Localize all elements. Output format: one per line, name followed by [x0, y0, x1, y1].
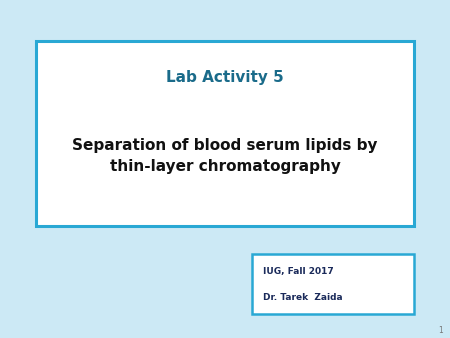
FancyBboxPatch shape — [36, 41, 414, 226]
FancyBboxPatch shape — [252, 254, 414, 314]
Text: 1: 1 — [438, 326, 443, 335]
Text: IUG, Fall 2017: IUG, Fall 2017 — [263, 267, 334, 276]
Text: Lab Activity 5: Lab Activity 5 — [166, 70, 284, 85]
Text: Dr. Tarek  Zaida: Dr. Tarek Zaida — [263, 293, 343, 302]
Text: Separation of blood serum lipids by
thin-layer chromatography: Separation of blood serum lipids by thin… — [72, 138, 378, 174]
